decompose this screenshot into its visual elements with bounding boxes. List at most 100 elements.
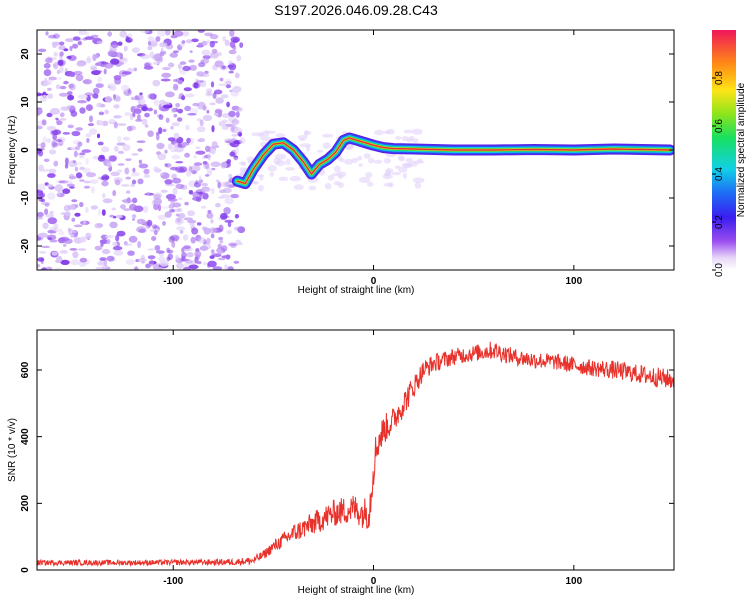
- noise-speckle: [70, 259, 80, 266]
- noise-speckle: [79, 152, 86, 156]
- noise-speckle: [160, 172, 165, 176]
- ridge-haze: [374, 129, 384, 136]
- ridge-haze: [358, 163, 364, 167]
- noise-speckle: [82, 167, 91, 174]
- noise-speckle: [45, 213, 54, 218]
- noise-speckle: [55, 84, 61, 90]
- noise-speckle: [193, 162, 203, 166]
- noise-speckle: [138, 163, 149, 169]
- noise-speckle: [217, 243, 222, 249]
- noise-speckle: [169, 209, 175, 213]
- noise-speckle: [123, 45, 128, 52]
- noise-speckle: [221, 245, 228, 252]
- noise-speckle: [133, 67, 138, 72]
- noise-speckle: [213, 112, 219, 116]
- noise-speckle: [123, 208, 131, 212]
- noise-speckle: [121, 71, 132, 75]
- noise-speckle: [201, 40, 208, 46]
- noise-speckle: [69, 248, 77, 251]
- noise-speckle: [84, 92, 94, 97]
- noise-speckle: [117, 135, 122, 143]
- noise-speckle: [86, 138, 90, 143]
- noise-speckle: [228, 49, 237, 55]
- ridge-haze: [264, 130, 277, 134]
- ridge-haze: [308, 185, 317, 191]
- noise-speckle: [58, 180, 69, 184]
- noise-speckle: [67, 91, 73, 96]
- noise-speckle: [66, 55, 72, 60]
- noise-speckle: [42, 266, 47, 270]
- noise-speckle: [175, 166, 185, 173]
- noise-speckle: [37, 211, 44, 218]
- noise-speckle: [65, 38, 75, 43]
- noise-speckle: [69, 45, 73, 52]
- noise-speckle: [48, 227, 57, 231]
- noise-speckle: [145, 263, 151, 269]
- noise-speckle: [229, 30, 235, 37]
- noise-speckle: [165, 117, 170, 124]
- noise-speckle: [74, 166, 79, 172]
- noise-speckle: [172, 83, 179, 91]
- colorbar-tick-label: 0.0: [714, 263, 725, 277]
- noise-speckle: [196, 80, 204, 83]
- noise-speckle: [182, 234, 189, 241]
- noise-speckle: [190, 236, 196, 244]
- noise-speckle: [214, 60, 224, 68]
- frequency-ridge: [231, 132, 674, 190]
- noise-speckle: [198, 137, 206, 143]
- noise-speckle: [73, 150, 78, 158]
- noise-speckle: [202, 55, 211, 60]
- noise-speckle: [223, 207, 231, 215]
- ridge-haze: [386, 128, 395, 135]
- noise-speckle: [184, 152, 191, 158]
- noise-speckle: [113, 249, 124, 256]
- noise-speckle: [206, 237, 211, 245]
- noise-speckle: [147, 45, 153, 51]
- noise-speckle: [100, 176, 105, 181]
- noise-speckle: [107, 50, 115, 57]
- noise-speckle: [127, 33, 133, 38]
- noise-speckle: [193, 82, 199, 89]
- colorbar-gradient: [712, 30, 736, 270]
- spectrogram-y-tick-label: 10: [20, 96, 31, 108]
- noise-speckle: [187, 210, 195, 217]
- noise-speckle: [195, 146, 201, 150]
- noise-speckle: [186, 252, 194, 258]
- noise-speckle: [113, 121, 118, 129]
- noise-speckle: [104, 109, 109, 115]
- noise-speckle: [196, 260, 202, 265]
- ridge-haze: [336, 171, 347, 178]
- ridge-haze: [414, 182, 422, 189]
- noise-speckle: [74, 212, 81, 217]
- noise-speckle: [147, 107, 154, 112]
- noise-speckle: [181, 252, 187, 259]
- noise-speckle: [96, 40, 104, 45]
- noise-speckle: [138, 159, 142, 164]
- noise-speckle: [140, 254, 145, 261]
- noise-speckle: [234, 72, 240, 79]
- noise-speckle: [37, 125, 43, 130]
- noise-speckle: [154, 165, 160, 173]
- noise-speckle: [70, 233, 75, 238]
- noise-speckle: [209, 255, 215, 259]
- noise-speckle: [97, 208, 102, 216]
- noise-speckle: [209, 102, 216, 106]
- ridge-haze: [383, 157, 391, 164]
- noise-speckle: [55, 139, 62, 142]
- noise-speckle: [116, 142, 126, 146]
- noise-speckle: [177, 79, 183, 85]
- ridge-haze: [397, 166, 408, 173]
- noise-speckle: [197, 107, 204, 110]
- noise-speckle: [97, 156, 106, 162]
- noise-speckle: [109, 86, 117, 91]
- noise-speckle: [129, 113, 134, 121]
- noise-speckle: [55, 117, 59, 121]
- ridge-haze: [322, 133, 334, 138]
- noise-speckle: [159, 51, 165, 57]
- noise-speckle: [211, 48, 218, 54]
- noise-speckle: [85, 158, 89, 165]
- noise-speckle: [57, 77, 63, 80]
- noise-speckle: [130, 96, 136, 101]
- noise-speckle: [56, 255, 63, 263]
- noise-speckle: [210, 219, 214, 224]
